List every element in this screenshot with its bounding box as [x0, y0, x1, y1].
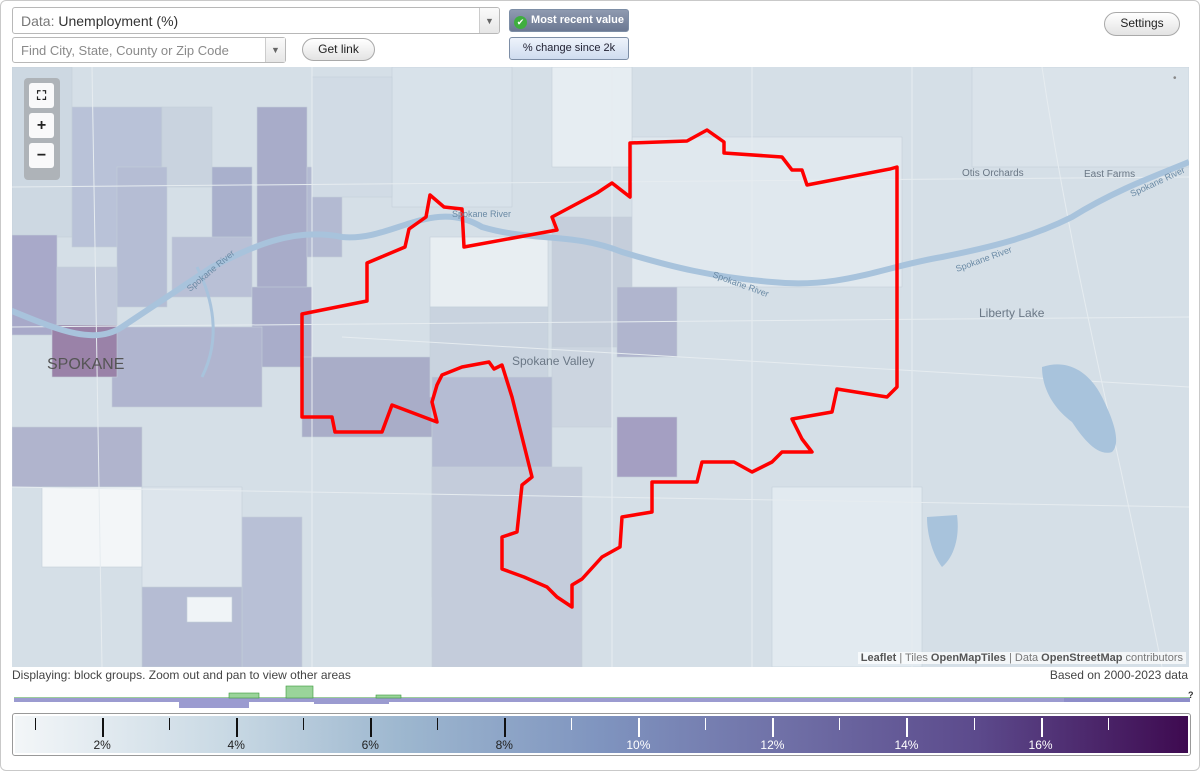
openstreetmap-link[interactable]: OpenStreetMap	[1041, 652, 1123, 664]
help-icon[interactable]: ?	[1188, 690, 1194, 700]
most-recent-value-toggle[interactable]: ✔ Most recent value	[509, 9, 629, 32]
attr-sep2: | Data	[1005, 652, 1042, 664]
lake	[927, 515, 958, 567]
leaflet-link[interactable]: Leaflet	[860, 652, 897, 664]
legend-major-tick	[1040, 718, 1043, 737]
map-canvas: SPOKANE Spokane Valley Liberty Lake Otis…	[12, 67, 1189, 667]
label-spokane-valley: Spokane Valley	[512, 354, 595, 368]
zoom-control: ⛶ + −	[24, 78, 60, 180]
data-range-status: Based on 2000-2023 data	[1049, 668, 1188, 682]
label-river-1: Spokane River	[452, 209, 511, 219]
legend-tick-label: 4%	[227, 738, 245, 752]
legend-minor-tick	[437, 718, 439, 730]
zoom-out-button[interactable]: −	[29, 143, 54, 168]
legend-minor-tick	[571, 718, 573, 730]
data-select[interactable]: Data: Unemployment (%) ▼	[12, 7, 500, 34]
legend-minor-tick	[169, 718, 171, 730]
legend-major-tick	[638, 718, 641, 737]
displaying-status: Displaying: block groups. Zoom out and p…	[12, 668, 351, 682]
chevron-down-icon[interactable]: ▼	[479, 8, 499, 33]
openmaptiles-link[interactable]: OpenMapTiles	[930, 652, 1006, 664]
choropleth-map[interactable]: SPOKANE Spokane Valley Liberty Lake Otis…	[12, 67, 1189, 667]
map-attribution: Leaflet | Tiles OpenMapTiles | Data Open…	[857, 652, 1186, 664]
legend-major-tick	[772, 718, 775, 737]
data-select-label: Data:	[21, 13, 55, 29]
block-groups	[12, 67, 1189, 667]
legend-major-tick	[370, 718, 373, 737]
settings-button[interactable]: Settings	[1104, 12, 1180, 36]
legend-tick-label: 2%	[93, 738, 111, 752]
legend-minor-tick	[705, 718, 707, 730]
fit-bounds-icon[interactable]: ⛶	[29, 83, 54, 108]
find-location-box[interactable]: ▼	[12, 37, 286, 63]
legend-minor-tick	[35, 718, 37, 730]
most-recent-value-label: Most recent value	[531, 14, 624, 26]
legend-minor-tick	[303, 718, 305, 730]
legend-minor-tick	[973, 718, 975, 730]
get-link-button[interactable]: Get link	[302, 38, 375, 61]
label-liberty-lake: Liberty Lake	[979, 306, 1045, 320]
legend-minor-tick	[839, 718, 841, 730]
percent-change-toggle[interactable]: % change since 2k	[509, 37, 629, 60]
city-boundary	[300, 128, 899, 609]
legend-gradient: 2% 4% 6% 8% 10% 12% 14% 16%	[15, 716, 1188, 753]
legend-minor-tick	[1107, 718, 1109, 730]
label-east-farms: East Farms	[1084, 169, 1135, 180]
legend-tick-label: 10%	[626, 738, 651, 752]
legend-major-tick	[906, 718, 909, 737]
zoom-in-button[interactable]: +	[29, 113, 54, 138]
river	[12, 159, 1189, 339]
map-dot-icon: •	[1173, 73, 1177, 84]
legend-major-tick	[236, 718, 239, 737]
river-branch	[195, 266, 215, 378]
data-select-value: Unemployment (%)	[58, 13, 179, 29]
legend-tick-label: 8%	[495, 738, 513, 752]
legend-tick-label: 6%	[361, 738, 379, 752]
label-spokane: SPOKANE	[47, 356, 124, 373]
color-legend: 2% 4% 6% 8% 10% 12% 14% 16%	[12, 713, 1191, 756]
distribution-histogram	[14, 685, 1190, 708]
chevron-down-icon[interactable]: ▼	[265, 38, 285, 62]
legend-tick-label: 14%	[894, 738, 919, 752]
legend-tick-label: 12%	[760, 738, 785, 752]
attr-sep1: | Tiles	[896, 652, 931, 664]
attr-contrib: contributors	[1122, 652, 1183, 664]
legend-major-tick	[504, 718, 507, 737]
find-location-input[interactable]	[13, 38, 263, 62]
lake	[1042, 364, 1117, 453]
label-otis-orchards: Otis Orchards	[962, 168, 1024, 179]
legend-tick-label: 16%	[1028, 738, 1053, 752]
checkmark-icon: ✔	[514, 16, 528, 29]
legend-major-tick	[102, 718, 105, 737]
